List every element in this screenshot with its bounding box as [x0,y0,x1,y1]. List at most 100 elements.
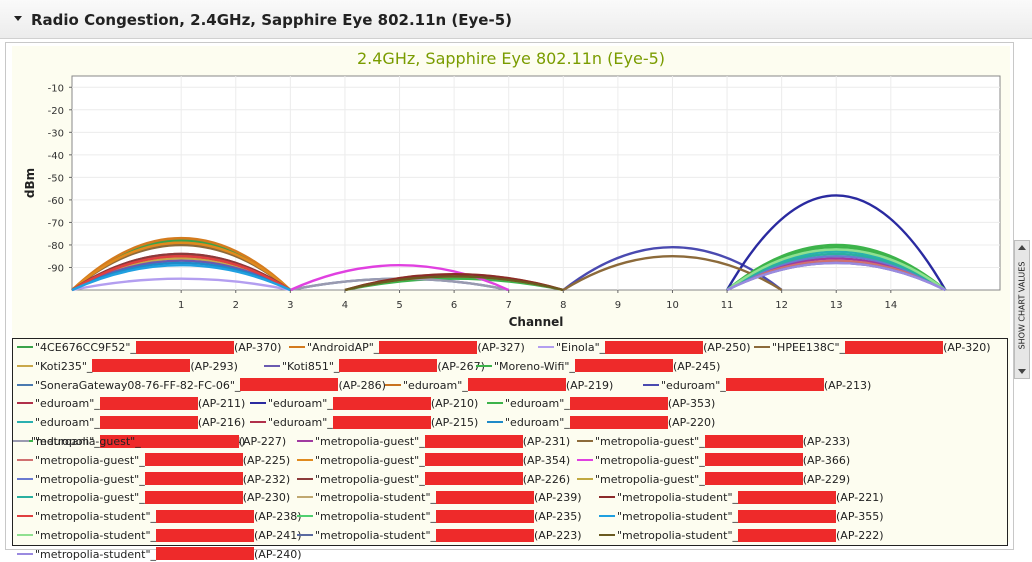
redaction-bar [436,509,535,523]
legend-ssid: "eduroam"_ [35,416,100,430]
redaction-bar [467,378,566,392]
legend-swatch [17,552,33,555]
redaction-bar [725,378,824,392]
legend-ap-id: (AP-227) [238,435,287,448]
legend-ssid: "metropolia-student"_ [315,510,437,524]
legend-swatch [577,477,593,480]
x-axis-label: Channel [509,315,564,329]
legend-ssid: "SoneraGateway08-76-FF-82-FC-06"_ [35,378,241,392]
legend-swatch [487,402,503,405]
y-axis-label: dBm [23,168,37,198]
legend-swatch [754,346,770,348]
legend-item: "metropolia-guest"_ (AP-225) [17,453,290,468]
legend-item: "eduroam"_ (AP-216) [17,415,246,430]
redaction-bar [704,434,803,448]
signal-curve [71,277,291,292]
legend-ap-id: (AP-210) [430,397,479,411]
legend-item: "eduroam"_ (AP-211) [17,396,245,411]
x-tick-label: 5 [396,300,402,311]
legend-item: "metropolia-student"_ (AP-222) [599,528,884,543]
redaction-bar [240,378,339,392]
legend-swatch [297,477,313,480]
legend-ap-id: (AP-232) [242,472,291,486]
legend-swatch [599,515,615,518]
legend-ap-id: (AP-235) [534,510,582,524]
x-ticks: 1 2 3 4 5 6 7 8 9 10 11 12 13 14 [178,290,897,311]
redaction-bar [704,472,803,486]
y-tick-label: -10 [48,83,64,94]
panel-title: Radio Congestion, 2.4GHz, Sapphire Eye 8… [31,11,513,29]
legend-ap-id: (AP-233) [802,435,851,448]
legend-ap-id: (AP-241) [254,529,302,542]
legend-ssid: "4CE676CC9F52"_ [35,341,136,354]
legend-item: "4CE676CC9F52"_ (AP-370) [17,340,281,355]
redaction-bar [738,509,837,523]
legend-ap-id: (AP-286) [338,378,386,392]
signal-curve [726,194,947,291]
panel-header[interactable]: Radio Congestion, 2.4GHz, Sapphire Eye 8… [0,0,1032,39]
legend-swatch [13,440,29,442]
legend-item: "metropolia-guest"_ (AP-227) [13,434,287,449]
legend-swatch [17,421,33,424]
legend-swatch [297,440,313,442]
legend-ap-id: (AP-355) [836,510,884,524]
redaction-bar [156,509,255,523]
legend-ap-id: (AP-231) [522,435,571,448]
collapse-triangle-icon[interactable] [14,16,22,21]
legend-swatch [385,383,401,386]
legend-item: "eduroam"_ (AP-215) [250,415,479,430]
legend-ap-id: (AP-216) [197,416,246,430]
y-ticks: -10 -20 -30 -40 -50 -60 -70 -80 -90 [48,83,72,274]
legend-ssid: "metropolia-guest"_ [315,435,425,448]
legend-ap-id: (AP-229) [802,472,851,486]
legend-swatch [577,440,593,442]
legend-ssid: "Koti851"_ [282,359,340,373]
x-tick-label: 4 [342,300,348,311]
legend-ssid: "eduroam"_ [268,416,333,430]
legend-ap-id: (AP-327) [477,341,525,354]
legend-ssid: "metropolia-guest"_ [595,472,705,486]
legend-swatch [297,515,313,518]
legend-ssid: "eduroam"_ [35,435,100,448]
y-tick-label: -80 [48,241,64,252]
legend-ap-id: (AP-215) [430,416,479,430]
legend-item: "metropolia-student"_ (AP-238) [17,509,302,524]
legend-swatch [297,534,313,536]
legend-ssid: "eduroam"_ [403,378,468,392]
legend-ap-id: (AP-213) [823,378,872,392]
legend-item: "metropolia-student"_ (AP-223) [297,528,582,543]
legend-ap-id: (AP-238) [254,510,302,524]
x-tick-label: 14 [884,300,897,311]
show-chart-values-tab[interactable]: SHOW CHART VALUES [1014,240,1030,379]
redaction-bar [845,340,944,354]
legend-ap-id: (AP-320) [943,341,991,354]
legend-item: "metropolia-guest"_ (AP-230) [17,490,290,505]
redaction-bar [156,547,255,561]
redaction-bar [424,434,523,448]
legend-swatch [17,383,33,386]
legend-item: "AndroidAP"_ (AP-327) [289,340,525,355]
redaction-bar [738,490,837,504]
redaction-bar [569,396,668,410]
x-tick-label: 13 [830,300,843,311]
legend-item: "metropolia-guest"_ (AP-354) [297,453,570,468]
signal-curve [71,264,291,292]
legend-item: "metropolia-student"_ (AP-241) [17,528,302,543]
legend-swatch [250,421,266,424]
legend-item: "Moreno-Wifi"_ (AP-245) [476,359,720,374]
legend-ap-id: (AP-223) [534,529,582,542]
legend-ap-id: (AP-267) [437,359,485,373]
legend-swatch [17,496,33,499]
legend-ap-id: (AP-219) [565,378,614,392]
redaction-bar [332,396,431,410]
legend-ssid: "metropolia-guest"_ [595,453,705,467]
legend-ap-id: (AP-222) [836,529,884,542]
redaction-bar [738,528,837,542]
x-tick-label: 11 [721,300,734,311]
legend-ssid: "Moreno-Wifi"_ [494,359,575,373]
signal-curve [344,275,564,292]
legend-item: "SoneraGateway08-76-FF-82-FC-06"_ (AP-286… [17,378,386,393]
redaction-bar [144,472,243,486]
legend-ssid: "metropolia-student"_ [617,491,739,505]
signal-curve [71,241,292,291]
